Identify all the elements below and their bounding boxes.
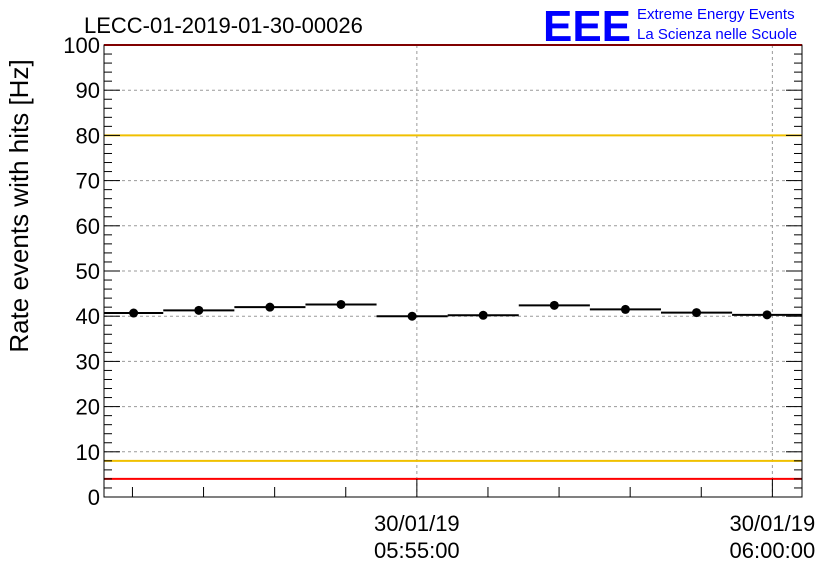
data-point bbox=[194, 305, 204, 315]
data-point bbox=[762, 310, 772, 320]
y-tick-label: 80 bbox=[76, 123, 100, 148]
y-tick-label: 70 bbox=[76, 169, 100, 194]
data-point bbox=[129, 308, 139, 318]
data-point bbox=[265, 302, 275, 312]
y-tick-label: 20 bbox=[76, 395, 100, 420]
x-tick-time-label: 05:55:00 bbox=[374, 538, 460, 563]
reference-lines-layer bbox=[104, 44, 802, 480]
data-point bbox=[620, 304, 630, 314]
grid-layer bbox=[104, 45, 802, 497]
y-tick-label: 0 bbox=[88, 485, 100, 510]
y-tick-label: 90 bbox=[76, 78, 100, 103]
y-tick-label: 40 bbox=[76, 304, 100, 329]
x-tick-date-label: 30/01/19 bbox=[730, 511, 816, 536]
data-point bbox=[549, 300, 559, 310]
data-layer bbox=[104, 299, 802, 321]
y-axis-label: Rate events with hits [Hz] bbox=[4, 59, 34, 352]
logo-line-2: La Scienza nelle Scuole bbox=[637, 26, 797, 43]
y-axis: 0 10 20 30 40 50 60 70 80 90 100 bbox=[63, 33, 802, 510]
logo-line-1: Extreme Energy Events bbox=[637, 6, 795, 23]
data-point bbox=[692, 308, 702, 318]
data-point bbox=[407, 311, 417, 321]
x-tick-date-label: 30/01/19 bbox=[374, 511, 460, 536]
y-tick-label: 100 bbox=[63, 33, 100, 58]
eee-logo: EEE Extreme Energy Events La Scienza nel… bbox=[543, 2, 797, 51]
data-point bbox=[478, 310, 488, 320]
data-point bbox=[336, 299, 346, 309]
x-tick-time-label: 06:00:00 bbox=[730, 538, 816, 563]
y-tick-label: 50 bbox=[76, 259, 100, 284]
y-tick-label: 30 bbox=[76, 349, 100, 374]
chart-title: LECC-01-2019-01-30-00026 bbox=[84, 13, 363, 38]
y-tick-label: 60 bbox=[76, 214, 100, 239]
logo-mark: EEE bbox=[543, 2, 631, 51]
y-tick-label: 10 bbox=[76, 440, 100, 465]
